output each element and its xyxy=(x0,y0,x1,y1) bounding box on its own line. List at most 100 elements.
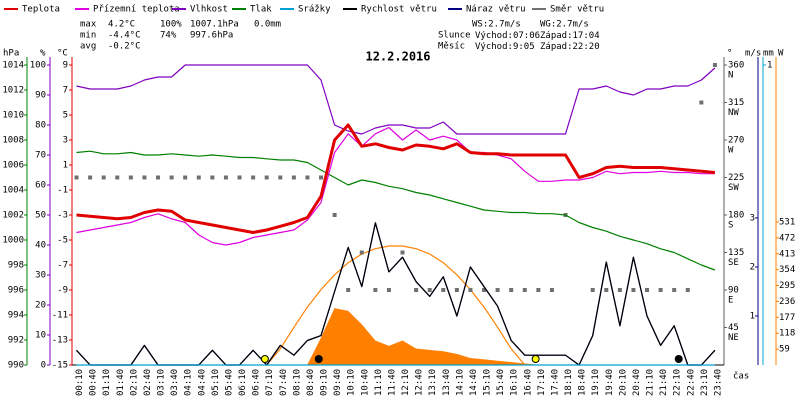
direction-dot xyxy=(386,288,391,292)
legend-label: Náraz větru xyxy=(466,5,526,15)
direction-dot xyxy=(88,175,93,180)
compass-label: SE xyxy=(728,258,739,268)
direction-dot xyxy=(536,288,541,292)
direction-dot xyxy=(658,288,663,292)
y-tick-label: 1010 xyxy=(2,111,24,121)
direction-dot xyxy=(712,63,717,67)
direction-dot xyxy=(291,175,296,180)
y-tick-label: 531 xyxy=(779,218,795,228)
y-tick-label: -3 xyxy=(57,211,68,221)
stat-value: -4.4°C xyxy=(108,31,141,41)
stat-value: 997.6hPa xyxy=(190,31,233,41)
direction-dot xyxy=(468,288,473,292)
y-tick-label: 3 xyxy=(750,213,755,223)
x-tick-label: 14:10 xyxy=(455,369,465,396)
direction-dot xyxy=(210,175,215,180)
direction-dot xyxy=(223,175,228,180)
y-tick-label: -13 xyxy=(52,336,68,346)
x-tick-label: 13:40 xyxy=(442,369,452,396)
x-tick-label: 22:10 xyxy=(673,369,683,396)
legend-label: Směr větru xyxy=(550,5,604,15)
direction-dot xyxy=(359,250,364,255)
compass-label: S xyxy=(728,221,733,231)
x-tick-label: 14:40 xyxy=(469,369,479,396)
legend-label: Přízemní teplota xyxy=(93,5,180,15)
stat-label: max xyxy=(80,20,97,30)
direction-dot xyxy=(373,288,378,292)
stat-label: min xyxy=(80,31,96,41)
y-tick-label: 472 xyxy=(779,233,795,243)
y-tick-label: 3 xyxy=(63,136,68,146)
y-tick-label: -7 xyxy=(57,261,68,271)
x-tick-label: 12:10 xyxy=(401,369,411,396)
y-tick-label: 1 xyxy=(750,311,755,321)
compass-label: NW xyxy=(728,108,739,118)
x-tick-label: 03:40 xyxy=(170,369,180,396)
x-tick-label: 00:10 xyxy=(75,369,85,396)
axis-unit: W xyxy=(778,49,784,59)
y-tick-label: 990 xyxy=(8,361,24,371)
stat-value: 0.0mm xyxy=(254,20,281,30)
x-tick-label: 10:10 xyxy=(347,369,357,396)
y-tick-label: 1014 xyxy=(2,61,24,71)
y-tick-label: 50 xyxy=(35,211,46,221)
y-tick-label: 1000 xyxy=(2,236,24,246)
y-tick-label: 80 xyxy=(35,121,46,131)
x-tick-label: 09:10 xyxy=(320,369,330,396)
direction-dot xyxy=(685,288,690,292)
stat-value: 1007.1hPa xyxy=(190,20,239,30)
y-tick-label: 413 xyxy=(779,249,795,259)
moon-set: Západ:22:20 xyxy=(540,42,600,52)
compass-label: W xyxy=(728,146,734,156)
y-tick-label: -9 xyxy=(57,286,68,296)
direction-dot xyxy=(631,288,636,292)
x-tick-label: 04:10 xyxy=(184,369,194,396)
direction-dot xyxy=(427,288,432,292)
y-tick-label: 177 xyxy=(779,313,795,323)
y-tick-label: 996 xyxy=(8,286,24,296)
direction-dot xyxy=(346,288,351,292)
stat-value: 100% xyxy=(160,20,182,30)
direction-dot xyxy=(142,175,147,180)
astro-marker xyxy=(531,355,540,363)
direction-dot xyxy=(509,288,514,292)
x-tick-label: 05:10 xyxy=(211,369,221,396)
x-tick-label: 21:10 xyxy=(646,369,656,396)
x-tick-label: 03:10 xyxy=(157,369,167,396)
y-tick-label: 90 xyxy=(728,286,739,296)
y-tick-label: 0 xyxy=(41,361,46,371)
direction-dot xyxy=(604,288,609,292)
astro-marker xyxy=(674,355,683,363)
series-line xyxy=(76,123,716,234)
x-tick-label: 01:10 xyxy=(102,369,112,396)
compass-label: E xyxy=(728,296,733,306)
y-tick-label: 59 xyxy=(779,345,790,355)
y-tick-label: 7 xyxy=(63,86,68,96)
direction-dot xyxy=(237,175,242,180)
direction-dot xyxy=(672,288,677,292)
x-tick-label: 05:40 xyxy=(224,369,234,396)
x-tick-label: 06:40 xyxy=(252,369,262,396)
direction-dot xyxy=(590,288,595,292)
x-tick-label: 11:40 xyxy=(387,369,397,396)
y-tick-label: 180 xyxy=(728,211,744,221)
wind-stat: WG:2.7m/s xyxy=(540,20,589,30)
chart-title: 12.2.2016 xyxy=(365,50,430,64)
sun-rise-time: 07:06 xyxy=(513,31,540,41)
y-tick-label: 1 xyxy=(63,161,68,171)
compass-label: N xyxy=(728,71,733,81)
y-tick-label: 1004 xyxy=(2,186,24,196)
direction-dot xyxy=(251,175,256,180)
y-tick-label: 1006 xyxy=(2,161,24,171)
y-tick-label: 135 xyxy=(728,248,744,258)
direction-dot xyxy=(699,100,704,105)
direction-dot xyxy=(264,175,269,180)
x-tick-label: 13:10 xyxy=(428,369,438,396)
wind-stat: WS:2.7m/s xyxy=(472,20,521,30)
axis-unit: % xyxy=(40,49,46,59)
sun-rise-label: Východ: xyxy=(475,31,513,41)
stat-value: 74% xyxy=(160,31,177,41)
y-tick-label: 100 xyxy=(30,61,46,71)
y-tick-label: 1012 xyxy=(2,86,24,96)
